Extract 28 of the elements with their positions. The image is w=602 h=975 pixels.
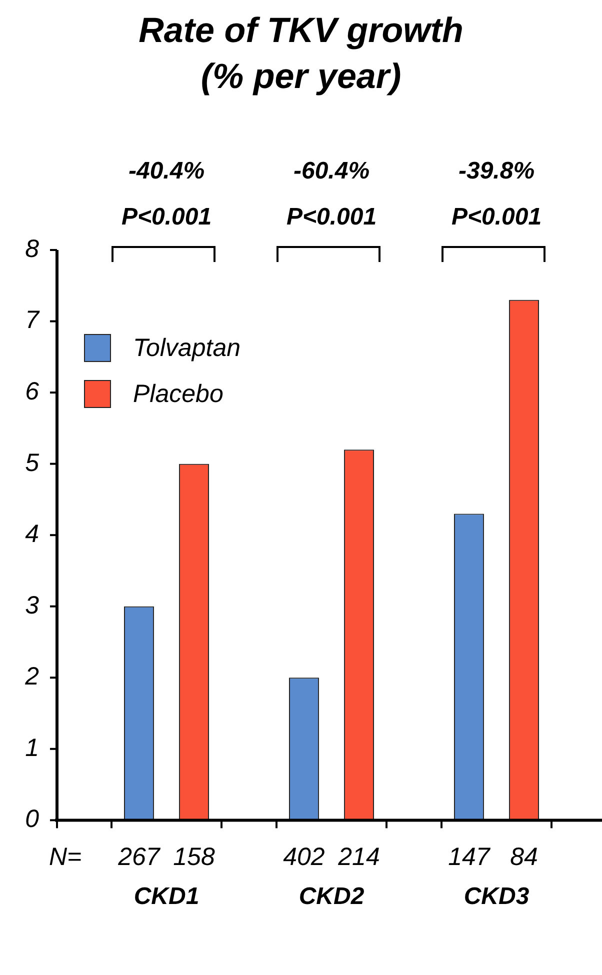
text: P<0.001: [121, 204, 212, 231]
y-tick-label: 4: [25, 520, 39, 548]
text: P<0.001: [286, 204, 377, 231]
x-tick-label: CKD2: [298, 883, 365, 910]
text: 84: [510, 843, 538, 872]
x-tick-label: CKD3: [464, 883, 530, 910]
legend-label: Placebo: [133, 380, 224, 408]
chart-title: Rate of TKV growth (% per year): [138, 10, 464, 98]
y-tick-label: 0: [25, 805, 40, 834]
text: 147: [448, 843, 491, 872]
x-tick-label: CKD1: [134, 883, 200, 910]
text: 402: [283, 843, 325, 872]
text: 267: [117, 843, 161, 872]
text: -60.4%: [293, 158, 370, 185]
y-tick-label: 7: [25, 306, 40, 334]
text: -40.4%: [128, 158, 205, 185]
text: 158: [173, 843, 215, 872]
y-tick-label: 6: [25, 378, 40, 406]
y-tick-label: 3: [25, 591, 40, 620]
text: -39.8%: [458, 158, 535, 185]
text: N=: [49, 843, 82, 872]
y-tick-label: 2: [24, 662, 40, 691]
y-tick-label: 8: [25, 234, 40, 263]
y-tick-label: 1: [25, 734, 39, 762]
y-tick-label: 5: [25, 448, 40, 477]
text: P<0.001: [451, 204, 542, 231]
text: 214: [337, 843, 380, 872]
legend-label: Tolvaptan: [133, 334, 240, 362]
